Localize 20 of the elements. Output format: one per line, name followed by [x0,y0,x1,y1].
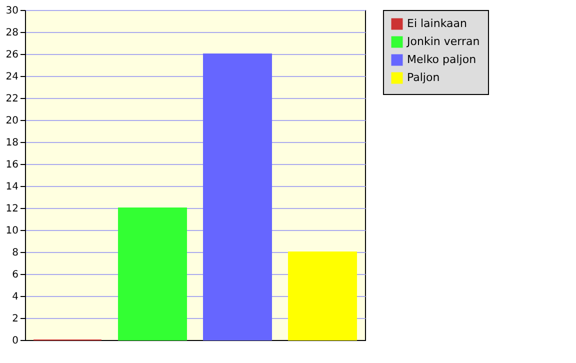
y-tick-label: 22 [6,94,18,104]
y-tick-label: 30 [6,6,18,16]
y-tick-label: 6 [12,270,18,280]
y-tick-label: 8 [12,248,18,258]
y-tick-label: 28 [6,28,18,38]
y-tick-label: 18 [6,138,18,148]
legend-label: Paljon [407,71,440,84]
y-tick-label: 10 [6,226,18,236]
y-tick-label: 2 [12,314,18,324]
y-tick-label: 20 [6,116,18,126]
y-tick-label: 12 [6,204,18,214]
y-tick-label: 26 [6,50,18,60]
y-tick-label: 14 [6,182,18,192]
y-tick-label: 24 [6,72,18,82]
y-tick-label: 4 [12,292,18,302]
legend-label: Ei lainkaan [407,17,467,30]
y-tick-label: 16 [6,160,18,170]
legend-label: Jonkin verran [406,35,480,48]
y-tick-label: 0 [12,336,18,346]
legend-label: Melko paljon [407,53,476,66]
